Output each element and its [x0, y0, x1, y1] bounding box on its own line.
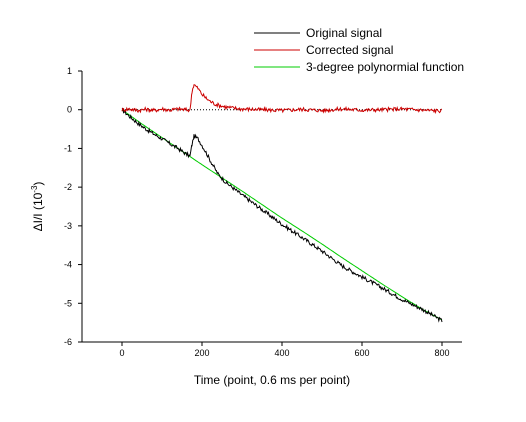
legend-label: Original signal — [306, 26, 382, 40]
y-axis-ticks: 1 0 -1 -2 -3 -4 -5 -6 — [64, 66, 82, 347]
y-tick-label: -6 — [64, 337, 72, 347]
y-tick-label: -4 — [64, 260, 72, 270]
legend-label: 3-degree polynormial function — [306, 60, 464, 74]
series-line-0 — [121, 107, 443, 323]
x-axis-title: Time (point, 0.6 ms per point) — [194, 373, 350, 387]
y-axis-title: ΔI/I (10-3) — [30, 182, 45, 232]
y-tick-label: -2 — [64, 182, 72, 192]
x-tick-label: 200 — [194, 348, 209, 358]
x-tick-label: 800 — [434, 348, 449, 358]
legend: Original signal Corrected signal 3-degree … — [254, 26, 464, 74]
y-tick-label: 0 — [67, 105, 72, 115]
x-tick-label: 400 — [274, 348, 289, 358]
series-lines — [121, 84, 443, 323]
x-tick-label: 600 — [354, 348, 369, 358]
plot-area — [121, 84, 443, 323]
x-tick-label: 0 — [119, 348, 124, 358]
axes — [81, 71, 462, 343]
y-tick-label: -1 — [64, 143, 72, 153]
y-axis-title-superscript: -3 — [30, 185, 39, 193]
y-tick-label: 1 — [67, 66, 72, 76]
legend-label: Corrected signal — [306, 43, 393, 57]
series-line-1 — [121, 84, 443, 115]
x-axis-ticks: 0 200 400 600 800 — [119, 342, 450, 358]
y-axis-title-close: ) — [31, 182, 45, 186]
y-tick-label: -5 — [64, 298, 72, 308]
y-tick-label: -3 — [64, 221, 72, 231]
y-axis-title-main: ΔI/I (10 — [31, 192, 45, 231]
